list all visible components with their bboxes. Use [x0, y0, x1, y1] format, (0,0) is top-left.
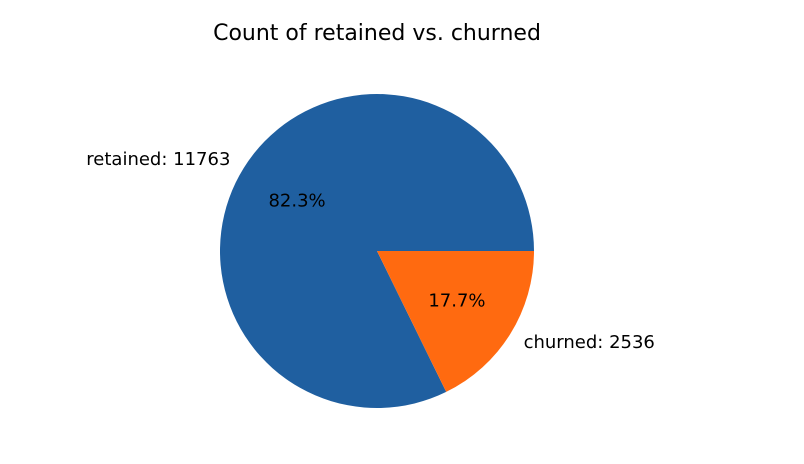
- pie-percent-label-0: 82.3%: [268, 191, 325, 212]
- pie-slice-1: [377, 251, 534, 392]
- pie-group: 82.3% retained: 11763 17.7% churned: 2536: [86, 94, 655, 409]
- pie-percent-label-1: 17.7%: [428, 290, 485, 311]
- pie-slice-label-0: retained: 11763: [86, 149, 230, 170]
- pie-slice-label-1: churned: 2536: [524, 332, 655, 353]
- chart-title: Count of retained vs. churned: [213, 21, 541, 46]
